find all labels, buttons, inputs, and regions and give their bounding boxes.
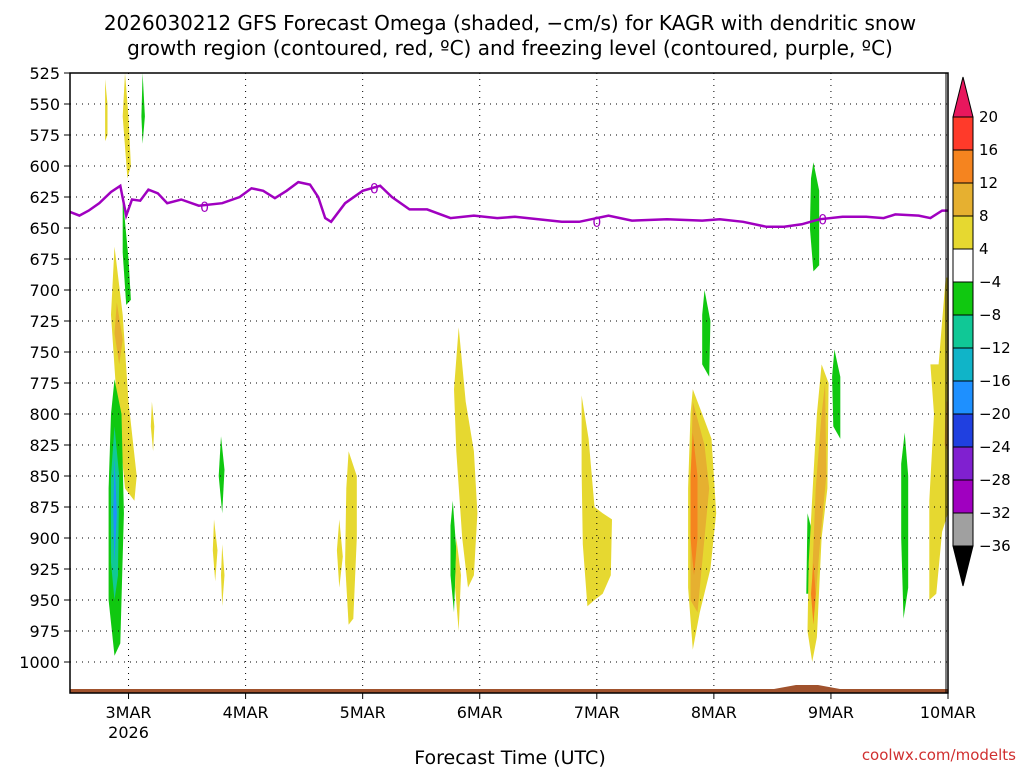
y-tick-label: 825 [29, 436, 60, 455]
omega-region-16 [450, 500, 457, 613]
y-tick-label: 850 [29, 467, 60, 486]
colorbar-label: 4 [979, 240, 989, 258]
y-tick-label: 950 [29, 591, 60, 610]
x-tick-year: 2026 [108, 723, 149, 742]
y-tick-label: 575 [29, 126, 60, 145]
omega-region-18 [581, 395, 612, 607]
colorbar-label: −20 [979, 405, 1011, 423]
freezing-level-label: 0 [200, 200, 209, 216]
omega-region-9 [150, 401, 155, 452]
x-tick-label: 3MAR [106, 703, 152, 722]
omega-region-28 [832, 349, 841, 439]
colorbar-swatch [952, 215, 974, 250]
y-tick-label: 800 [29, 405, 60, 424]
y-tick-label: 875 [29, 498, 60, 517]
omega-region-17 [455, 538, 461, 631]
colorbar-label: −32 [979, 504, 1011, 522]
y-axis: 525 550 575 600 625 650 675 700 725 750 775 800 825 8… [19, 64, 70, 672]
y-tick-label: 550 [29, 95, 60, 114]
colorbar-swatch [952, 413, 974, 448]
colorbar-label: −24 [979, 438, 1011, 456]
colorbar-swatch [952, 446, 974, 481]
colorbar-swatch [952, 281, 974, 316]
omega-region-12 [221, 544, 225, 607]
omega-region-8 [113, 457, 117, 563]
colorbar-label: 16 [979, 141, 998, 159]
colorbar-label: −4 [979, 273, 1001, 291]
colorbar-swatch [952, 380, 974, 415]
y-tick-label: 650 [29, 219, 60, 238]
omega-region-11 [212, 519, 218, 582]
x-tick-label: 5MAR [340, 703, 386, 722]
terrain-strip [70, 685, 948, 693]
colorbar-label: 8 [979, 207, 989, 225]
freezing-level-label: 0 [592, 215, 601, 231]
freezing-level-labels: 0 0 0 0 [200, 181, 827, 230]
colorbar-swatch [952, 479, 974, 514]
omega-region-30 [929, 277, 948, 600]
omega-region-1 [122, 73, 131, 179]
y-tick-label: 775 [29, 374, 60, 393]
colorbar-swatch [952, 116, 974, 151]
colorbar-label: −12 [979, 339, 1011, 357]
omega-region-5 [114, 302, 123, 365]
chart-title-line2: growth region (contoured, red, ºC) and f… [127, 36, 893, 60]
y-tick-label: 1000 [19, 653, 60, 672]
colorbar-label: 12 [979, 174, 998, 192]
omega-region-14 [345, 451, 357, 625]
freezing-level-line [69, 180, 948, 229]
x-tick-label: 6MAR [457, 703, 503, 722]
colorbar-label: 20 [979, 108, 998, 126]
x-tick-label: 10MAR [920, 703, 976, 722]
chart-title-line1: 2026030212 GFS Forecast Omega (shaded, −… [104, 11, 916, 35]
y-tick-label: 700 [29, 281, 60, 300]
freezing-level-label: 0 [370, 181, 379, 197]
y-tick-label: 925 [29, 560, 60, 579]
colorbar-label: −28 [979, 471, 1011, 489]
colorbar-label: −36 [979, 537, 1011, 555]
omega-region-15 [454, 327, 478, 588]
colorbar-cap-top [952, 76, 974, 118]
colorbar-cap-bottom [952, 545, 974, 587]
x-tick-label: 8MAR [691, 703, 737, 722]
colorbar-swatch [952, 149, 974, 184]
omega-region-27 [811, 562, 816, 625]
y-tick-label: 750 [29, 343, 60, 362]
omega-region-13 [336, 519, 343, 588]
x-axis-label: Forecast Time (UTC) [414, 747, 605, 768]
colorbar: 20 16 12 8 4 −4 −8 −12 −16 −20 −24 −28 −32 −36 [952, 76, 1011, 587]
omega-region-2 [141, 73, 145, 144]
colorbar-swatch [952, 182, 974, 217]
colorbar-label: −8 [979, 306, 1001, 324]
colorbar-swatch [952, 347, 974, 382]
x-tick-label: 9MAR [808, 703, 854, 722]
freezing-level-label: 0 [818, 212, 827, 228]
y-tick-label: 675 [29, 250, 60, 269]
x-tick-label: 4MAR [223, 703, 269, 722]
colorbar-label: −16 [979, 372, 1011, 390]
credit-text: coolwx.com/modelts [862, 746, 1016, 764]
y-tick-label: 975 [29, 622, 60, 641]
omega-region-24 [809, 162, 820, 272]
y-tick-label: 725 [29, 312, 60, 331]
colorbar-swatch [952, 248, 974, 283]
y-tick-label: 625 [29, 188, 60, 207]
colorbar-swatch [952, 314, 974, 349]
omega-region-22 [690, 432, 698, 576]
omega-region-10 [218, 436, 225, 514]
y-tick-label: 525 [29, 64, 60, 83]
omega-region-0 [105, 79, 108, 142]
y-tick-label: 900 [29, 529, 60, 548]
colorbar-swatch [952, 512, 974, 547]
y-tick-label: 600 [29, 157, 60, 176]
omega-region-19 [702, 290, 711, 377]
omega-region-26 [812, 383, 827, 613]
omega-region-29 [901, 432, 909, 619]
x-tick-label: 7MAR [574, 703, 620, 722]
omega-shading [105, 73, 948, 662]
gridlines [70, 72, 949, 693]
